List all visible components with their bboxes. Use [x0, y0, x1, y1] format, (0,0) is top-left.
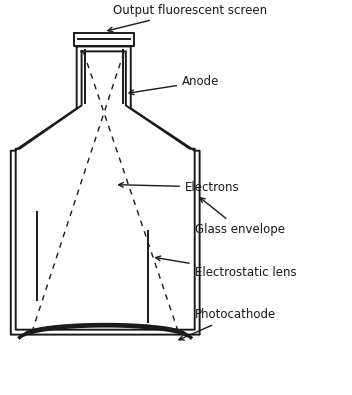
Text: Photocathode: Photocathode — [179, 308, 276, 340]
Text: Glass envelope: Glass envelope — [195, 198, 285, 236]
Text: Electrons: Electrons — [119, 181, 239, 194]
Text: Electrostatic lens: Electrostatic lens — [156, 256, 296, 279]
Text: Anode: Anode — [129, 75, 219, 94]
Text: Output fluorescent screen: Output fluorescent screen — [108, 4, 267, 32]
